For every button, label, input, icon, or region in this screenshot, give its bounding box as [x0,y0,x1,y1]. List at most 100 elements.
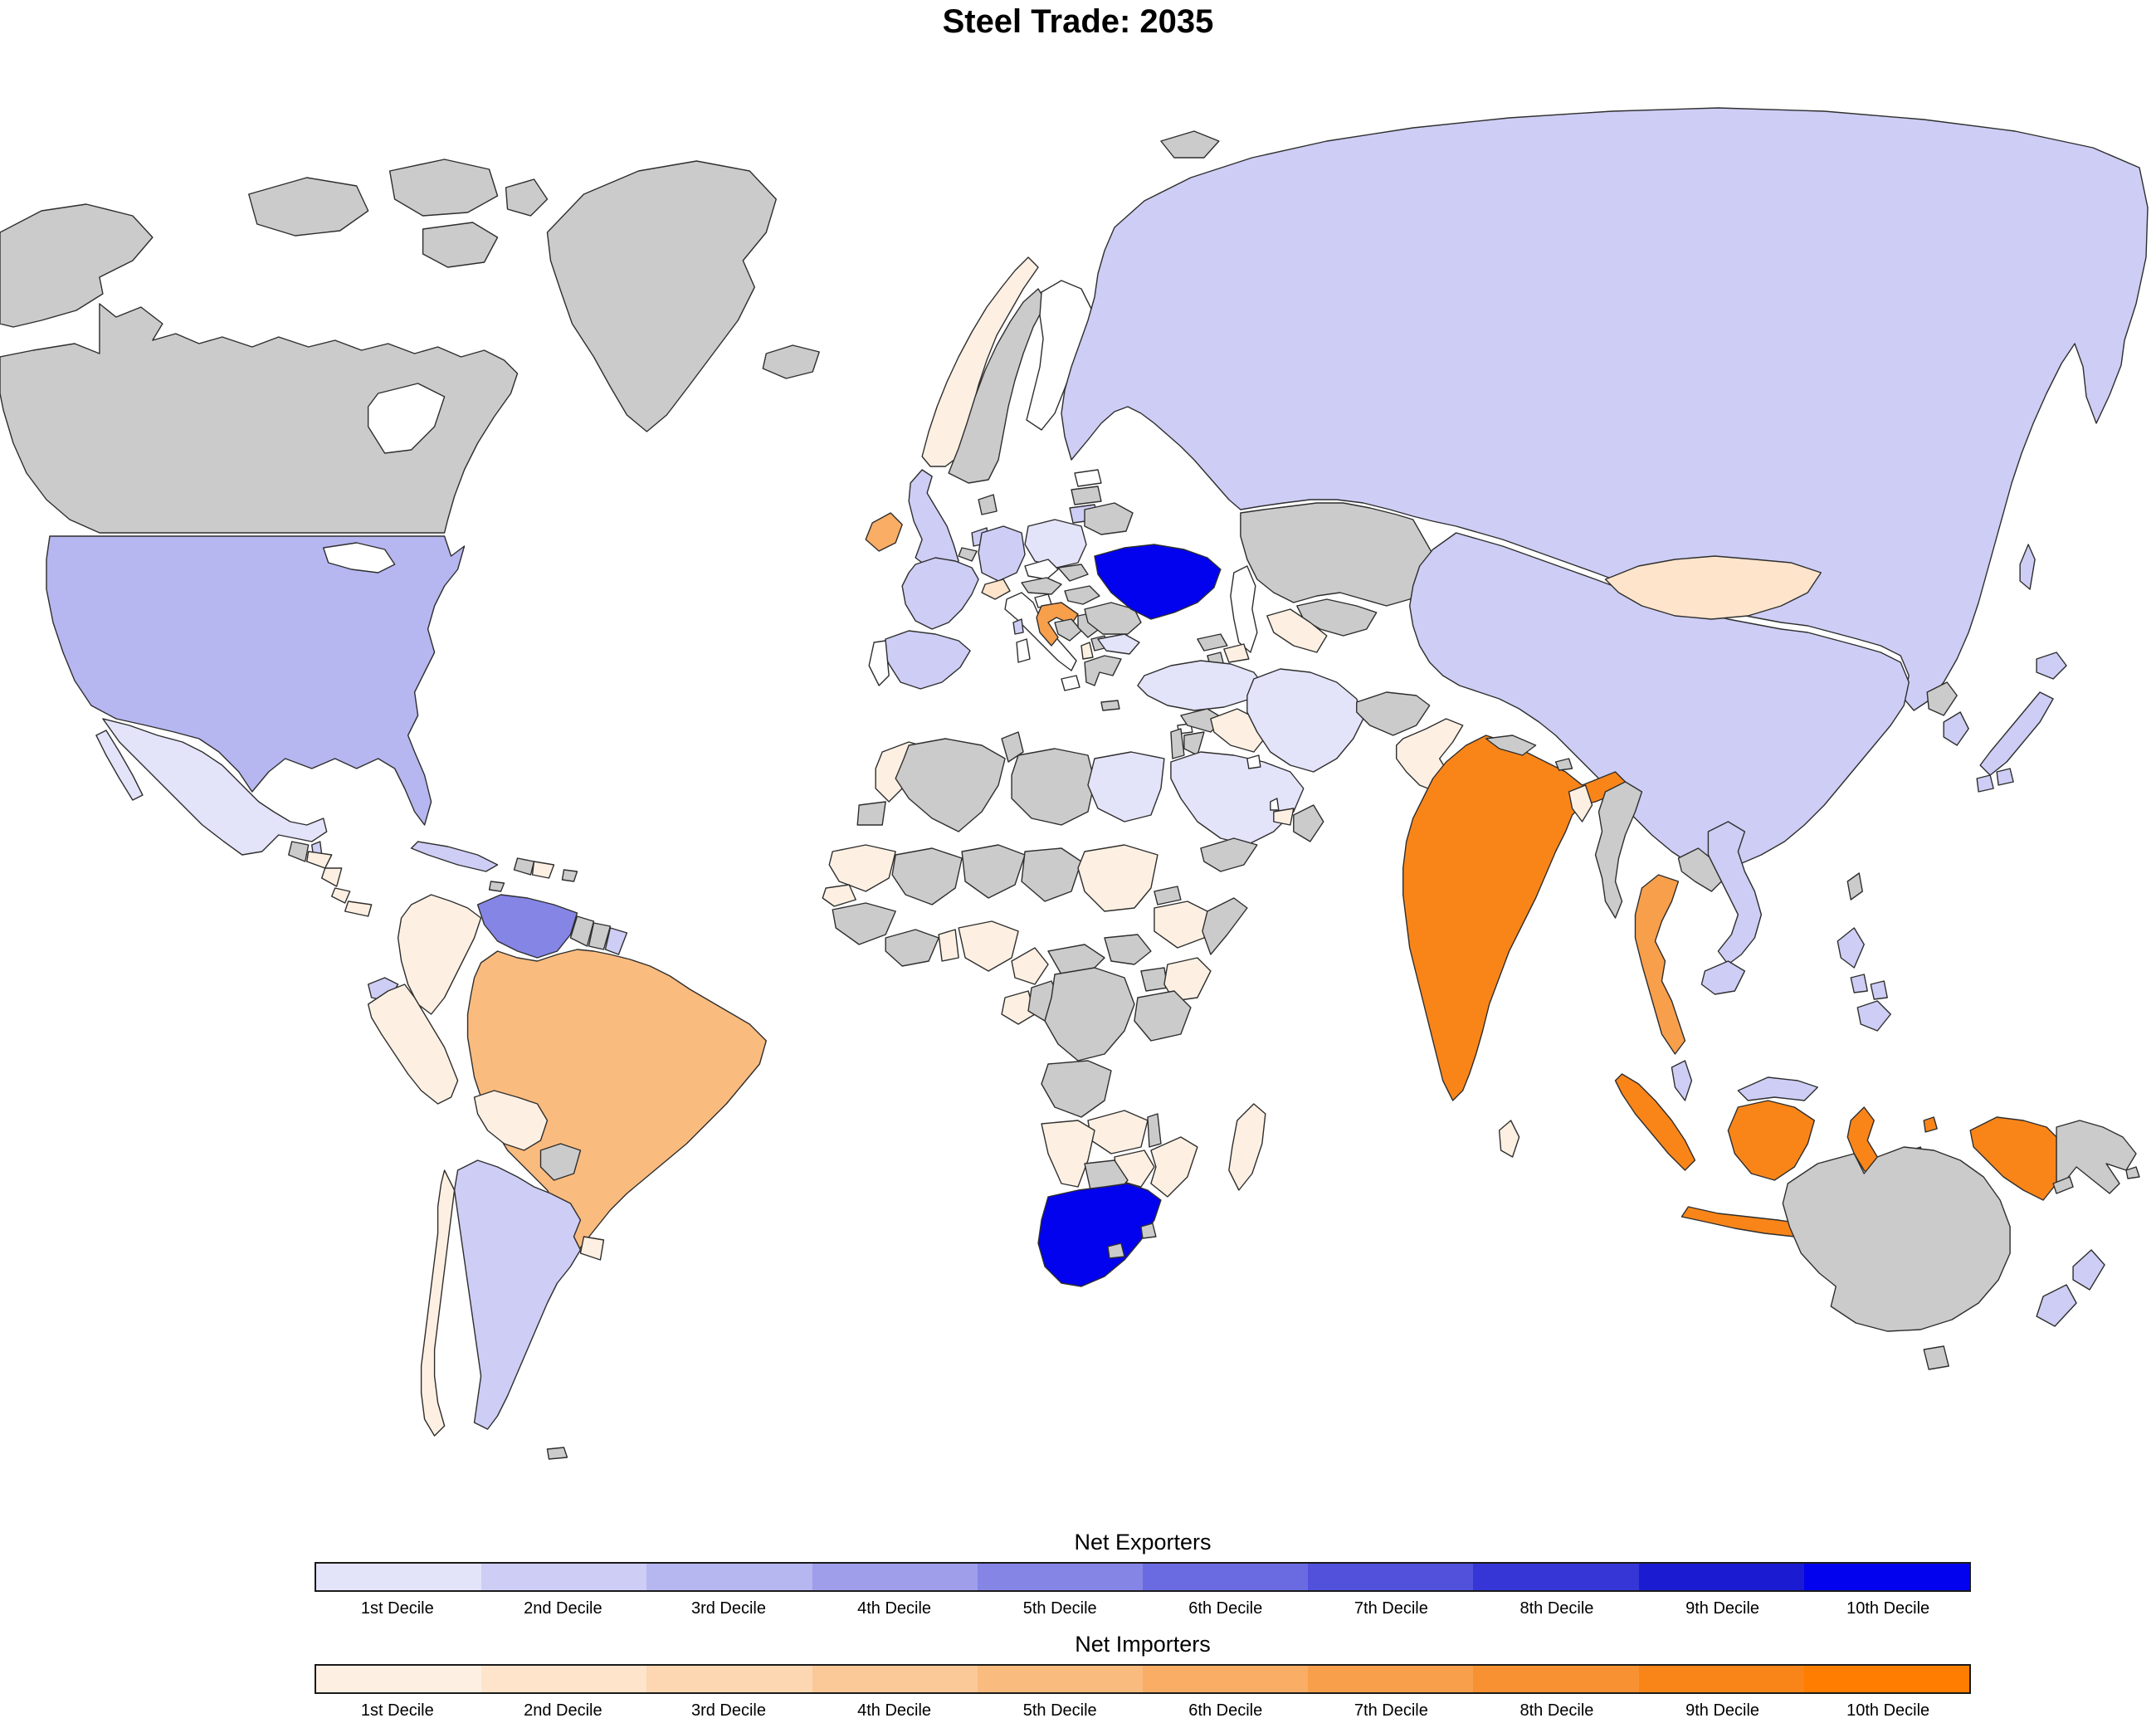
country-mozambique [1150,1136,1198,1198]
country-latvia [1071,486,1102,505]
exporters-decile-8-swatch [1473,1564,1639,1590]
exporters-decile-8-label: 8th Decile [1519,1599,1594,1618]
exporters-decile-3-label: 3rd Decile [690,1599,766,1618]
importers-decile-1-swatch [316,1666,482,1692]
legend-importers-title: Net Importers [1075,1632,1211,1657]
country-honduras [306,851,333,869]
importers-decile-7-label: 7th Decile [1354,1701,1428,1720]
country-japan-honshu [1979,691,2054,776]
country-ghana-region [885,929,939,967]
country-vietnam [1707,821,1763,965]
country-bolivia [473,1090,549,1151]
country-bhutan [1554,758,1573,771]
country-finland [1026,280,1092,431]
country-oman [1293,804,1324,842]
country-turkmenistan [1266,608,1328,653]
country-panama [344,901,373,917]
country-cameroon [1011,947,1049,985]
country-uruguay [579,1236,605,1261]
country-indonesia-java [1680,1206,1802,1237]
country-kuwait [1246,754,1261,769]
country-iceland [762,344,820,379]
exporters-decile-10-label: 10th Decile [1846,1599,1930,1618]
country-gabon [1001,990,1036,1025]
country-canada-arctic [422,222,499,268]
country-india [1402,735,1627,1101]
country-ethiopia [1154,901,1215,949]
country-south-africa [1037,1183,1162,1287]
country-sri-lanka [1498,1120,1520,1158]
country-indonesia-sumatra [1614,1073,1696,1171]
country-united-states [46,535,466,826]
country-philippines-visayas [1850,974,1868,993]
importers-decile-5-swatch [977,1666,1144,1692]
exporters-decile-2-label: 2nd Decile [524,1599,602,1618]
country-canada-arctic [248,177,369,237]
country-togo-benin [938,929,959,962]
importers-decile-6-label: 6th Decile [1188,1701,1263,1720]
country-alaska [0,203,154,328]
legend-net-importers: Net Importers 1st Decile 2nd Decile 3rd De… [315,1632,1971,1721]
country-egypt [1087,751,1165,822]
country-french-guiana [604,927,628,955]
country-costa-rica [330,887,351,904]
country-sudan [1077,844,1158,912]
exporters-decile-10-swatch [1803,1564,1970,1590]
importers-decile-4-swatch [812,1666,978,1692]
country-taiwan [1846,872,1863,901]
exporters-decile-4-swatch [812,1564,978,1590]
country-georgia [1197,633,1228,652]
country-eritrea [1154,886,1182,905]
country-germany [978,525,1026,582]
country-laos [1677,847,1726,892]
exporters-decile-5-label: 5th Decile [1022,1599,1097,1618]
country-azerbaijan [1223,643,1250,663]
exporters-decile-4-label: 4th Decile [857,1599,932,1618]
country-france-corsica [1012,618,1024,635]
country-canada-mainland [0,303,519,534]
country-thailand [1634,874,1686,1055]
country-paraguay [539,1143,582,1181]
country-senegal [822,884,856,907]
country-united-kingdom [908,469,959,572]
exporters-decile-1-swatch [316,1564,482,1590]
country-slovakia [1057,564,1089,582]
country-nicaragua [321,867,343,887]
importers-decile-1-label: 1st Decile [360,1701,434,1720]
country-myanmar [1594,781,1643,919]
country-japan-shikoku [1996,768,2014,786]
country-chile [420,1169,456,1437]
country-belgium [958,547,978,562]
country-afghanistan [1356,691,1431,736]
country-portugal [868,640,890,686]
country-svalbard [1160,130,1220,159]
exporters-decile-1-label: 1st Decile [360,1599,434,1618]
world-map-svg [0,107,2149,1460]
country-indonesia-maluku-2 [1923,1116,1938,1133]
country-central-african-republic [1047,944,1105,975]
country-namibia [1041,1120,1095,1188]
country-albania [1080,642,1094,660]
country-zambia [1087,1110,1149,1154]
country-turkey [1137,660,1265,711]
country-suriname [588,922,612,950]
country-argentina [453,1159,582,1430]
great-lakes [323,542,396,574]
country-canada-arctic [505,178,549,217]
country-japan-hokkaido [2036,652,2067,680]
importers-decile-2-label: 2nd Decile [524,1701,602,1720]
country-switzerland [981,578,1011,600]
country-italy-sardinia [1016,638,1031,663]
importers-decile-10-swatch [1803,1666,1970,1692]
country-niger [961,844,1026,899]
country-cuba [410,841,499,872]
country-philippines-visayas-2 [1870,980,1888,1000]
country-chad [1021,847,1082,902]
importers-decile-5-label: 5th Decile [1022,1701,1097,1720]
exporters-decile-6-swatch [1143,1564,1309,1590]
country-canada-arctic [388,159,499,217]
importers-decile-8-swatch [1473,1666,1639,1692]
exporters-decile-2-swatch [481,1564,647,1590]
country-greece-crete [1100,700,1120,711]
country-qatar [1270,798,1280,811]
